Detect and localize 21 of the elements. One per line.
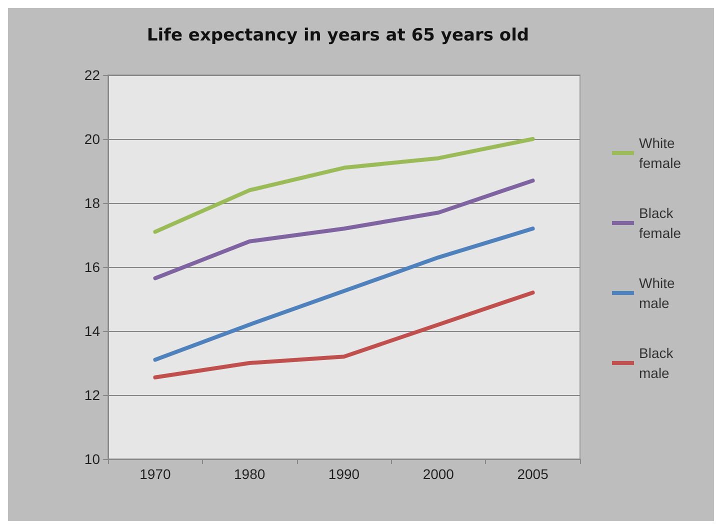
legend-label: White male — [639, 275, 679, 311]
legend-label: Black female — [639, 205, 682, 241]
y-tick-label: 14 — [84, 323, 100, 339]
chart-title: Life expectancy in years at 65 years old — [146, 26, 530, 46]
y-tick-label: 18 — [84, 195, 100, 211]
y-tick-label: 12 — [84, 387, 100, 403]
x-tick-label: 1970 — [140, 466, 171, 482]
line-series — [153, 137, 535, 234]
line-series — [153, 290, 535, 380]
y-tick-label: 22 — [84, 67, 100, 83]
line-series — [153, 178, 535, 280]
x-tick-label: 1980 — [234, 466, 266, 482]
legend-label: White female — [639, 135, 682, 171]
y-tick-label: 16 — [84, 259, 100, 275]
x-tick-label: 2005 — [517, 466, 549, 482]
line-series — [153, 226, 535, 362]
y-tick-label: 20 — [84, 131, 100, 147]
legend-label: Black male — [639, 345, 678, 381]
x-tick-label: 1990 — [328, 466, 360, 482]
x-tick-label: 2000 — [422, 466, 454, 482]
y-tick-label: 10 — [84, 451, 100, 467]
